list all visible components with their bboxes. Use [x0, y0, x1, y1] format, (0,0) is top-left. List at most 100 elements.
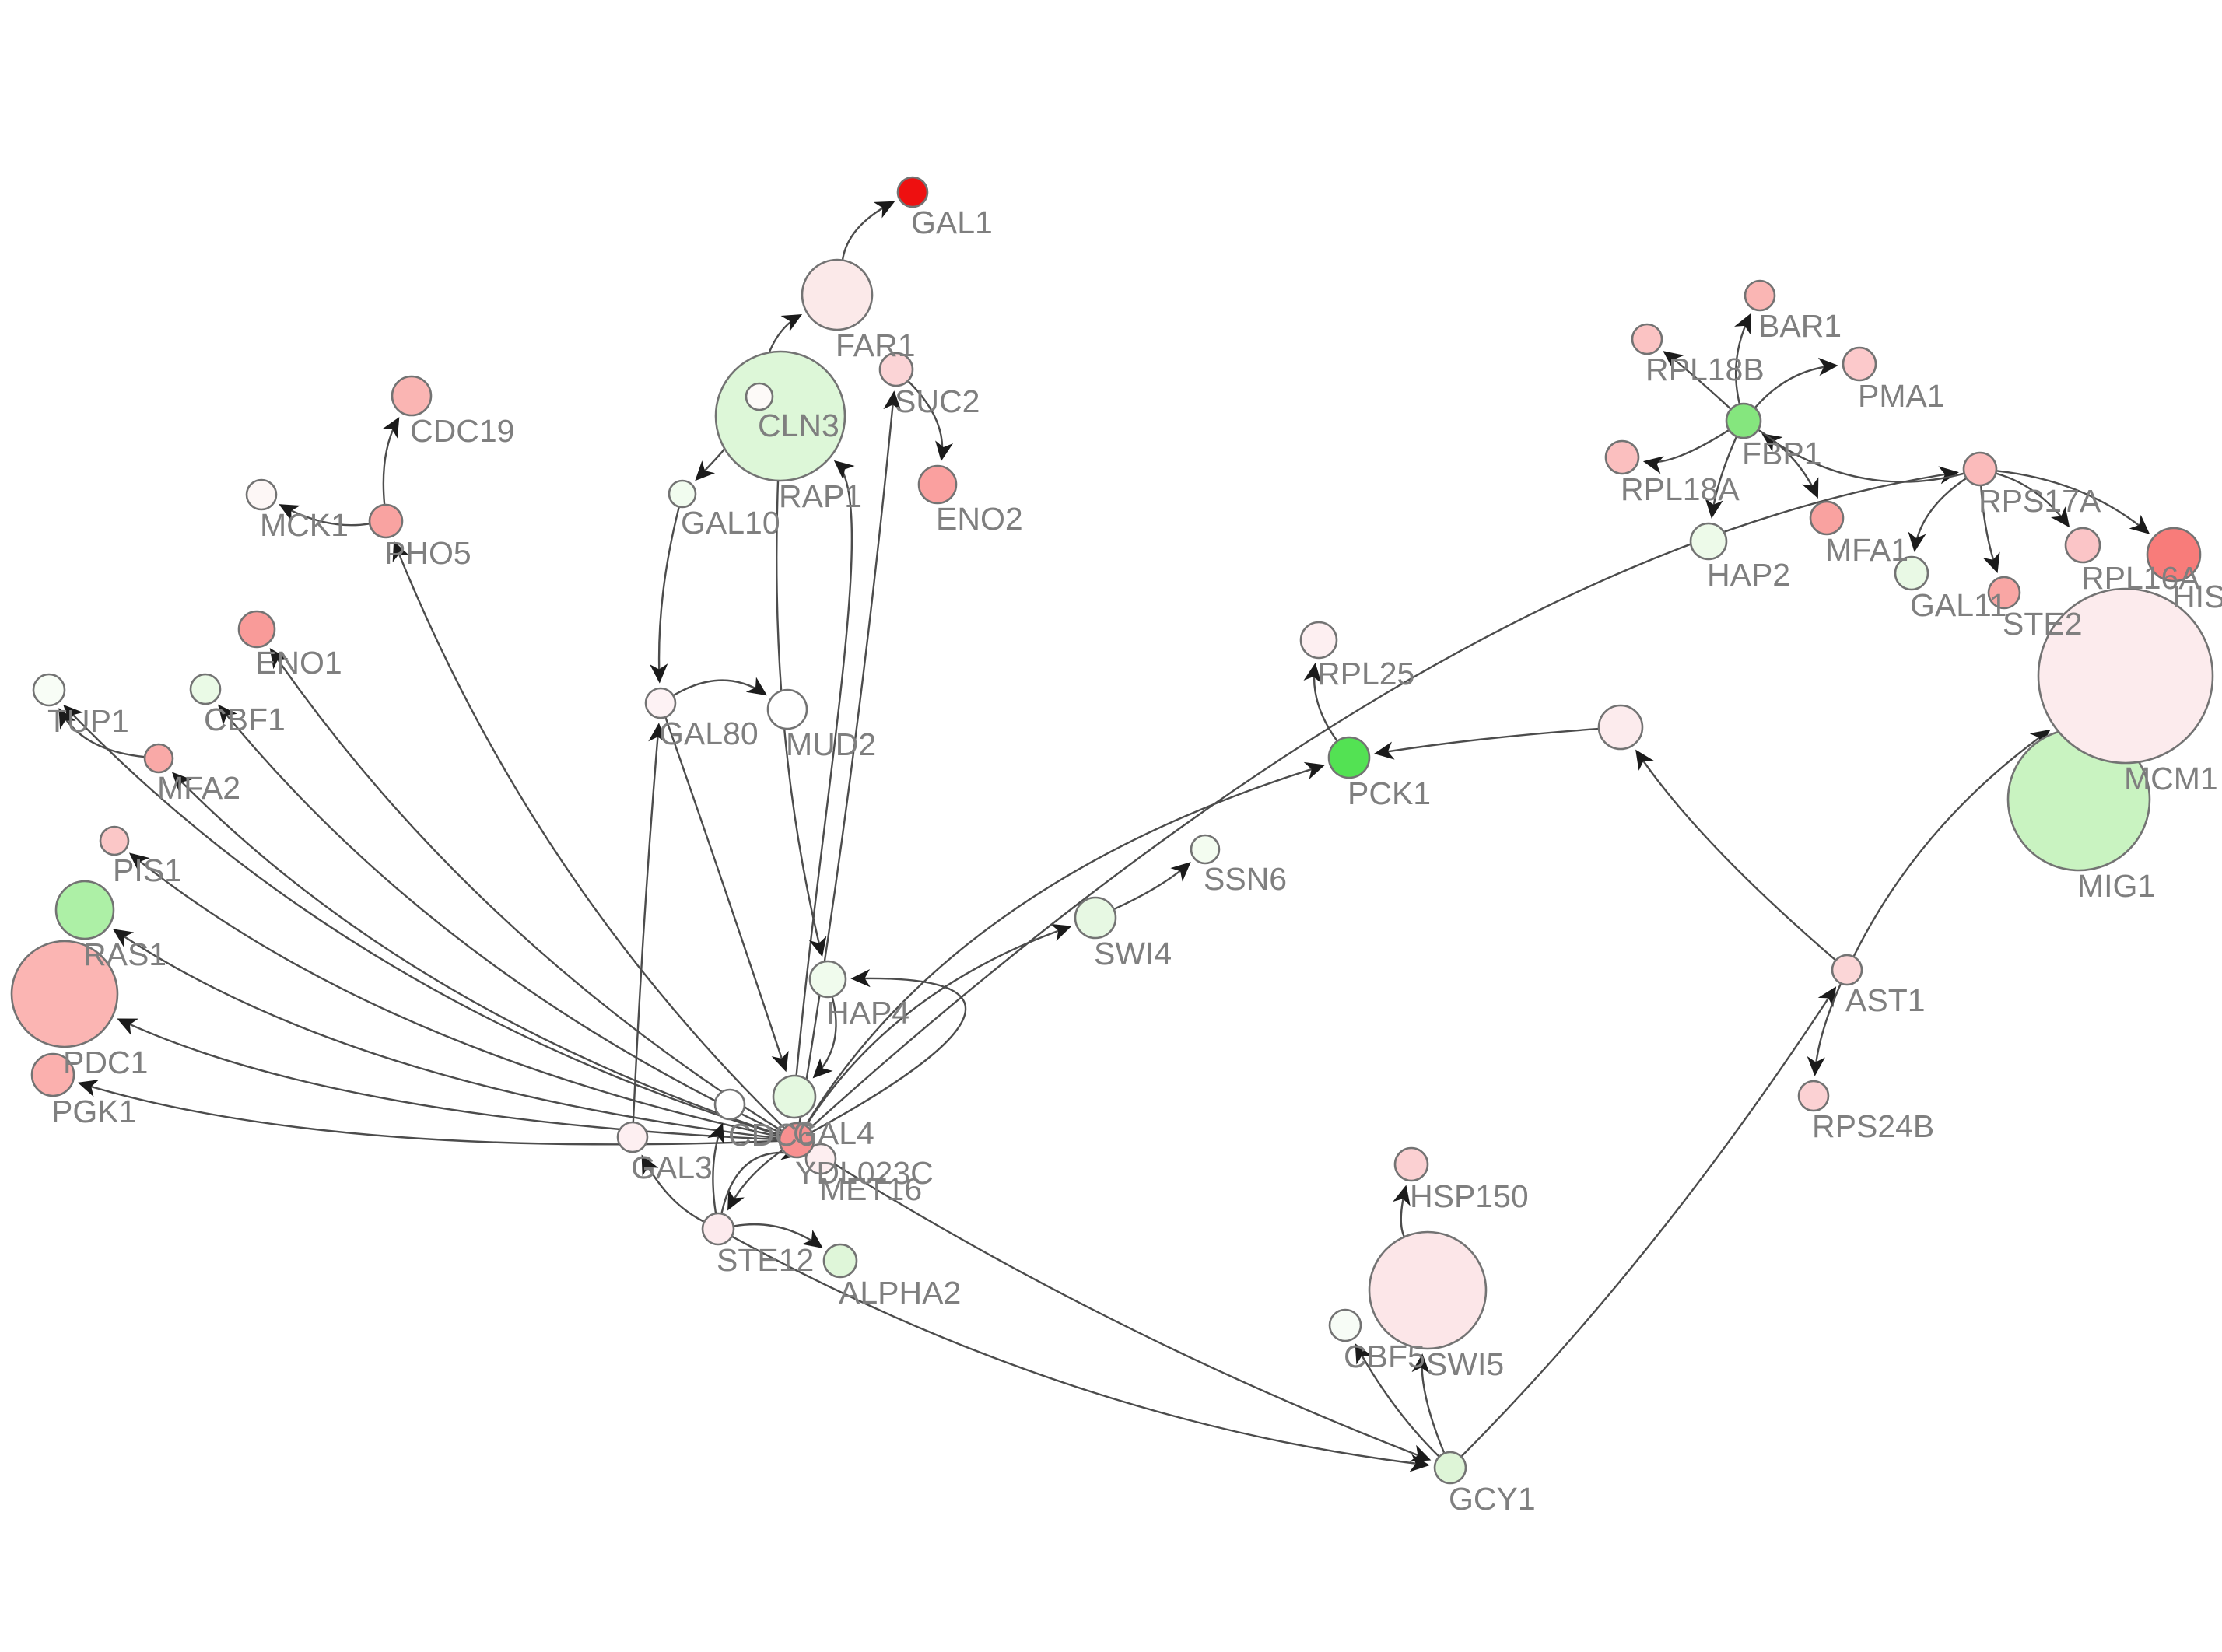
- edge-YDL023C-RPS17A[interactable]: [809, 466, 1959, 1129]
- node-PMA1[interactable]: [1842, 346, 1877, 382]
- edge-GAL3-GAL80[interactable]: [632, 723, 667, 1122]
- edge-FBP1-MFA1[interactable]: [1758, 429, 1819, 499]
- edge-UNLABELED-PCK1[interactable]: [1373, 727, 1599, 760]
- node-STE2[interactable]: [1987, 576, 2021, 610]
- edge-YDL023C-MFA2[interactable]: [171, 772, 780, 1136]
- node-RPS17A[interactable]: [1962, 451, 1998, 487]
- node-HAP4[interactable]: [808, 960, 847, 999]
- node-TUP1[interactable]: [32, 673, 66, 707]
- edge-RPS17A-FBP1[interactable]: [1761, 433, 1964, 483]
- node-CDC6[interactable]: [713, 1088, 746, 1121]
- node-CDC19[interactable]: [391, 375, 433, 417]
- edge-STE12-GCY1[interactable]: [731, 1236, 1430, 1472]
- edge-FBP1-HAP2[interactable]: [1705, 436, 1737, 519]
- node-SSN6[interactable]: [1190, 834, 1221, 865]
- node-GAL3[interactable]: [616, 1121, 649, 1153]
- edge-YDL023C-PDC1[interactable]: [117, 1018, 780, 1141]
- node-RAP1[interactable]: [714, 350, 846, 482]
- node-MFA1[interactable]: [1809, 500, 1845, 536]
- edge-RPS17A-RPL16A[interactable]: [1996, 472, 2070, 528]
- node-PHO5[interactable]: [368, 503, 404, 539]
- node-PGK1[interactable]: [30, 1052, 75, 1097]
- node-FAR1[interactable]: [801, 258, 874, 331]
- node-CBF5[interactable]: [1328, 1308, 1362, 1342]
- node-FBP1[interactable]: [1725, 402, 1762, 439]
- edge-SWI5-HSP150[interactable]: [1393, 1185, 1411, 1237]
- edge-YDL023C-GCY1[interactable]: [811, 1149, 1432, 1462]
- node-GAL80[interactable]: [644, 687, 677, 719]
- node-SUC2[interactable]: [878, 352, 914, 387]
- node-HSP150[interactable]: [1393, 1146, 1429, 1182]
- node-RPS24B[interactable]: [1797, 1080, 1830, 1112]
- edge-YDL023C-PCK1[interactable]: [804, 761, 1326, 1126]
- edge-YDL023C-CBF1[interactable]: [218, 704, 781, 1134]
- edge-GCY1-CBF5[interactable]: [1355, 1343, 1439, 1458]
- edge-GCY1-SWI5[interactable]: [1411, 1353, 1446, 1454]
- edge-GAL80-MUD2[interactable]: [673, 677, 768, 696]
- node-MCK1[interactable]: [245, 478, 278, 511]
- node-GAL4[interactable]: [772, 1074, 817, 1119]
- node-YDL023C[interactable]: [778, 1122, 815, 1159]
- edge-AST1-UNLABELED[interactable]: [1635, 749, 1836, 961]
- node-RPL18B[interactable]: [1631, 323, 1663, 355]
- node-MET16[interactable]: [804, 1143, 837, 1175]
- edge-YDL023C-PIS1[interactable]: [128, 852, 780, 1138]
- node-MUD2[interactable]: [766, 688, 808, 730]
- edge-STE12-GAL3[interactable]: [641, 1154, 704, 1223]
- edge-RPS17A-STE2[interactable]: [1980, 485, 2000, 574]
- node-HAP2[interactable]: [1689, 522, 1728, 561]
- edge-GAL80-GAL4[interactable]: [664, 717, 789, 1073]
- edge-AST1-MCM1[interactable]: [1852, 729, 2051, 957]
- node-ENO2[interactable]: [917, 464, 958, 505]
- edge-YDL023C-SWI4[interactable]: [805, 923, 1072, 1126]
- edge-PHO5-CDC19[interactable]: [381, 417, 400, 505]
- node-SWI5[interactable]: [1368, 1230, 1488, 1350]
- edge-YDL023C-PGK1[interactable]: [77, 1080, 780, 1146]
- node-unlabeled[interactable]: [1597, 704, 1644, 751]
- edge-YDL023C-PHO5[interactable]: [392, 541, 785, 1129]
- edge-PCK1-RPL25[interactable]: [1303, 662, 1338, 741]
- edge-YDL023C-HAP4[interactable]: [811, 969, 967, 1133]
- edge-YDL023C-RAS1[interactable]: [112, 929, 780, 1139]
- node-RPL18A[interactable]: [1604, 439, 1640, 475]
- node-MFA2[interactable]: [143, 743, 174, 774]
- node-BAR1[interactable]: [1744, 279, 1776, 312]
- edge-STE12-CDC6[interactable]: [707, 1122, 725, 1213]
- edge-FAR1-GAL1[interactable]: [841, 201, 895, 260]
- node-GCY1[interactable]: [1433, 1451, 1467, 1485]
- node-RAS1[interactable]: [54, 880, 115, 940]
- node-STE12[interactable]: [701, 1212, 735, 1246]
- edge-STE12-ALPHA2[interactable]: [734, 1223, 823, 1248]
- node-PCK1[interactable]: [1327, 736, 1371, 779]
- edge-GCY1-AST1[interactable]: [1460, 986, 1837, 1457]
- edge-RPS17A-HIS4[interactable]: [1996, 470, 2150, 534]
- edge-SWI4-SSN6[interactable]: [1113, 862, 1191, 910]
- edge-HAP4-GAL4[interactable]: [812, 997, 837, 1079]
- edge-YDL023C-ENO1[interactable]: [269, 648, 783, 1132]
- edge-YDL023C-STE12[interactable]: [727, 1150, 783, 1211]
- node-ALPHA2[interactable]: [822, 1243, 858, 1279]
- node-PIS1[interactable]: [99, 825, 130, 856]
- edge-STE12-MET16[interactable]: [720, 1142, 802, 1213]
- edge-MFA2-TUP1[interactable]: [58, 708, 145, 758]
- edge-YDL023C-TUP1[interactable]: [63, 704, 780, 1136]
- edge-RPS17A-GAL11[interactable]: [1908, 478, 1967, 552]
- node-ENO1[interactable]: [237, 610, 276, 649]
- edge-FBP1-PMA1[interactable]: [1754, 357, 1838, 408]
- edge-FBP1-RPL18A[interactable]: [1642, 429, 1730, 474]
- node-CLN3[interactable]: [745, 382, 774, 411]
- node-HIS4[interactable]: [2146, 527, 2202, 583]
- node-AST1[interactable]: [1831, 954, 1863, 986]
- edge-FBP1-BAR1[interactable]: [1734, 313, 1751, 404]
- edge-GAL10-GAL80[interactable]: [650, 507, 680, 684]
- node-RPL16A[interactable]: [2064, 527, 2101, 564]
- edge-PHO5-MCK1[interactable]: [279, 504, 370, 527]
- node-GAL11[interactable]: [1894, 555, 1929, 591]
- edge-RAP1-GAL10[interactable]: [695, 446, 726, 481]
- node-GAL1[interactable]: [896, 176, 929, 208]
- node-MCM1[interactable]: [2037, 587, 2214, 765]
- node-RPL25[interactable]: [1299, 621, 1338, 660]
- edge-FBP1-RPL18B[interactable]: [1663, 351, 1731, 410]
- edge-SUC2-ENO2[interactable]: [907, 380, 954, 462]
- node-PDC1[interactable]: [10, 940, 119, 1048]
